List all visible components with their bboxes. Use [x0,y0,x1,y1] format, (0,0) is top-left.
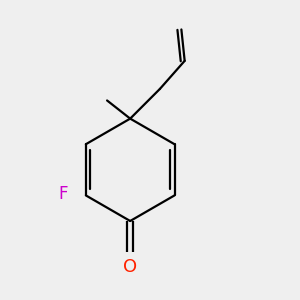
Text: O: O [123,258,137,276]
Text: F: F [58,185,68,203]
